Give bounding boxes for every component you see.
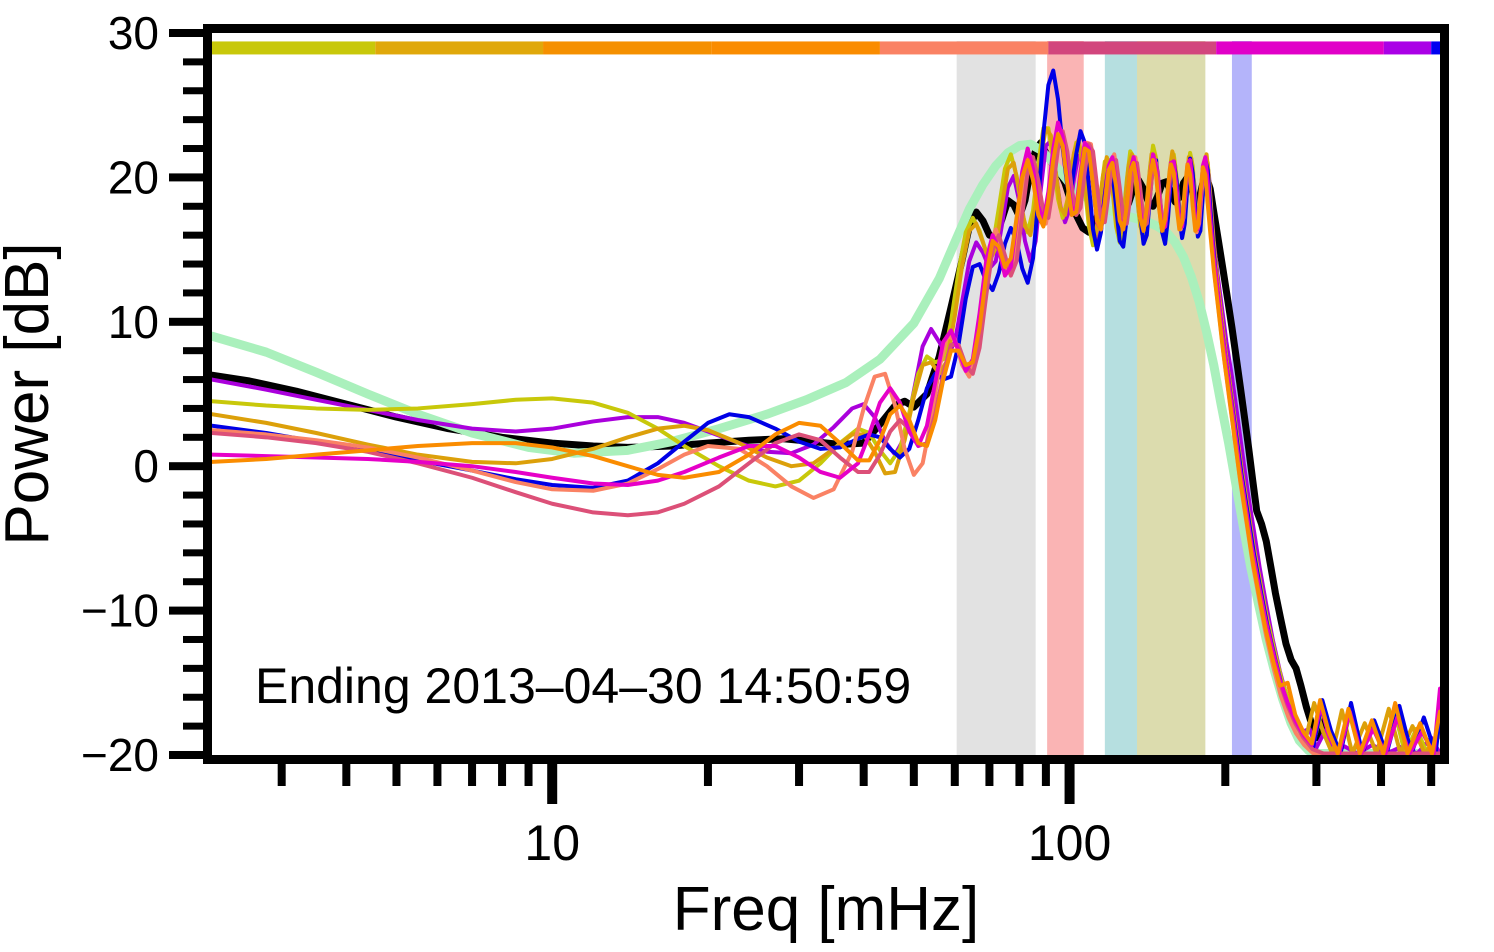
y-minor-tick-18 <box>183 202 203 210</box>
x-minor-tick-200 <box>1221 764 1230 786</box>
x-minor-tick-50 <box>909 764 918 786</box>
x-minor-tick-4 <box>342 764 351 786</box>
colorbar-segment-2 <box>543 41 712 55</box>
colorbar-segment-1 <box>375 41 544 55</box>
x-axis-label: Freq [mHz] <box>673 875 980 944</box>
colorbar-segment-4 <box>879 41 1049 55</box>
right-axis-line <box>1440 24 1449 764</box>
y-minor-tick-6 <box>183 376 203 384</box>
y-major-tick-30 <box>169 29 203 37</box>
y-tick-label-0: 0 <box>133 440 159 492</box>
x-minor-tick-9 <box>524 764 533 786</box>
y-tick-label-30: 30 <box>108 7 159 59</box>
colorbar-segment-8 <box>1431 41 1440 55</box>
y-tick-label-10: 10 <box>108 296 159 348</box>
y-minor-tick-12 <box>183 289 203 297</box>
x-major-tick-100 <box>1064 764 1075 804</box>
colorbar-segment-6 <box>1216 41 1384 55</box>
band-khaki <box>1136 41 1206 755</box>
y-minor-tick--14 <box>183 664 203 672</box>
y-major-tick-0 <box>169 462 203 471</box>
colorbar-segment-5 <box>1048 41 1217 55</box>
x-minor-tick-8 <box>498 764 507 786</box>
y-minor-tick--18 <box>183 722 203 730</box>
y-minor-tick-2 <box>183 433 203 441</box>
x-axis-line <box>203 755 1449 764</box>
y-major-tick-10 <box>169 317 203 326</box>
top-axis-line <box>203 24 1449 33</box>
x-minor-tick-90 <box>1041 764 1050 786</box>
x-minor-tick-7 <box>468 764 477 786</box>
y-minor-tick-28 <box>183 58 203 66</box>
y-minor-tick--16 <box>183 693 203 701</box>
x-minor-tick-60 <box>950 764 959 786</box>
x-minor-tick-70 <box>985 764 994 786</box>
y-major-tick--20 <box>169 751 203 759</box>
y-axis-label: Power [dB] <box>0 242 62 545</box>
y-minor-tick--2 <box>183 491 203 499</box>
y-major-tick--10 <box>169 606 203 615</box>
x-minor-tick-300 <box>1312 764 1321 786</box>
x-minor-tick-3 <box>277 764 286 786</box>
colorbar-segment-0 <box>212 41 376 55</box>
band-cyan <box>1104 41 1137 755</box>
y-minor-tick-16 <box>183 231 203 239</box>
y-minor-tick-22 <box>183 145 203 153</box>
x-axis-ticks <box>277 764 1436 804</box>
y-minor-tick-24 <box>183 116 203 124</box>
y-axis-ticks <box>169 29 203 759</box>
x-minor-tick-40 <box>859 764 868 786</box>
x-tick-label-100: 100 <box>1028 815 1111 871</box>
y-minor-tick-14 <box>183 260 203 268</box>
y-minor-tick--4 <box>183 520 203 528</box>
y-minor-tick--6 <box>183 549 203 557</box>
x-tick-label-10: 10 <box>524 815 580 871</box>
frequency-colorbar <box>212 41 1440 55</box>
y-minor-tick-8 <box>183 347 203 355</box>
colorbar-segment-7 <box>1383 41 1432 55</box>
data-series-group <box>212 68 1440 755</box>
y-axis-line <box>203 24 212 764</box>
x-minor-tick-30 <box>795 764 804 786</box>
y-minor-tick--8 <box>183 578 203 586</box>
y-minor-tick-4 <box>183 404 203 412</box>
x-minor-tick-500 <box>1427 764 1436 786</box>
x-major-tick-10 <box>547 764 558 804</box>
y-tick-label--10: −10 <box>81 585 159 637</box>
y-tick-label--20: −20 <box>81 729 159 781</box>
x-minor-tick-6 <box>433 764 442 786</box>
x-minor-tick-20 <box>703 764 712 786</box>
y-minor-tick--12 <box>183 635 203 643</box>
y-tick-label-20: 20 <box>108 151 159 203</box>
x-minor-tick-5 <box>392 764 401 786</box>
x-minor-tick-400 <box>1377 764 1386 786</box>
y-major-tick-20 <box>169 173 203 182</box>
y-minor-tick-26 <box>183 87 203 95</box>
spectrum-orange <box>212 132 1440 755</box>
x-minor-tick-80 <box>1015 764 1024 786</box>
axis-frame <box>203 24 1449 764</box>
colorbar-segment-3 <box>711 41 880 55</box>
ending-timestamp: Ending 2013–04–30 14:50:59 <box>255 658 911 714</box>
